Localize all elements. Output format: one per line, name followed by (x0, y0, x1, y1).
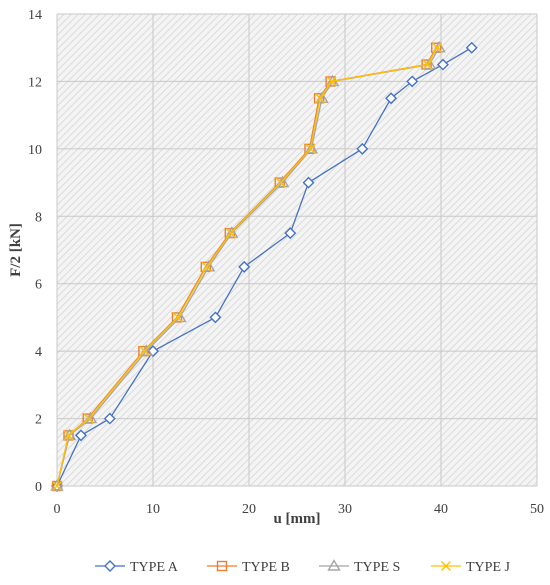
legend-label: TYPE S (354, 560, 400, 575)
x-tick-label: 30 (338, 502, 352, 517)
data-point-type-j (172, 312, 183, 323)
y-tick-label: 4 (35, 345, 42, 360)
x-tick-label: 0 (54, 502, 61, 517)
x-tick-label: 50 (530, 502, 544, 517)
data-point-type-a (302, 176, 315, 189)
legend-marker-type-s (327, 559, 341, 571)
data-point-type-j (422, 59, 433, 70)
series-type-j (52, 42, 443, 491)
legend-item-type-b: TYPE B (207, 560, 290, 575)
axis-ticks: 0 2 4 6 8 10 12 14 0 10 20 30 40 50 (28, 8, 544, 517)
data-point-type-j (139, 346, 150, 357)
series-group (50, 40, 478, 492)
data-point-type-j (305, 143, 316, 154)
data-point-type-a (284, 227, 297, 240)
data-point-type-s (225, 226, 239, 238)
data-point-type-j (83, 413, 94, 424)
y-tick-label: 6 (35, 278, 42, 293)
data-point-type-j (52, 481, 62, 491)
legend: TYPE A TYPE B TYPE S TYPE J (95, 559, 511, 575)
x-tick-label: 10 (146, 502, 160, 517)
y-tick-label: 12 (28, 75, 42, 90)
legend-marker-type-j (441, 561, 451, 571)
x-tick-label: 40 (434, 502, 448, 517)
data-point-type-s (62, 428, 77, 441)
data-point-type-j (201, 261, 212, 272)
data-point-type-s (50, 479, 64, 491)
data-point-type-j (275, 177, 286, 188)
data-point-type-a (238, 260, 251, 273)
data-point-type-j (63, 430, 74, 441)
y-tick-label: 10 (28, 143, 42, 158)
y-tick-label: 2 (35, 413, 42, 428)
legend-marker-type-a (104, 560, 116, 572)
data-point-type-j (432, 42, 443, 53)
plot-area (57, 14, 537, 486)
data-point-type-a (385, 92, 398, 105)
x-tick-label: 20 (242, 502, 256, 517)
data-point-type-j (326, 76, 337, 87)
data-point-type-a (103, 412, 116, 425)
y-axis-title: F/2 [kN] (8, 223, 24, 277)
legend-item-type-s: TYPE S (319, 559, 400, 575)
y-tick-label: 8 (35, 210, 42, 225)
data-point-type-j (225, 228, 236, 239)
legend-label: TYPE B (242, 560, 290, 575)
data-point-type-s (304, 141, 319, 154)
y-tick-label: 14 (28, 8, 42, 23)
data-point-type-j (315, 93, 326, 104)
x-axis-title: u [mm] (273, 511, 320, 527)
data-point-type-a (356, 142, 369, 155)
data-point-type-a (209, 311, 222, 324)
data-point-type-a (406, 75, 419, 88)
legend-item-type-a: TYPE A (95, 560, 179, 575)
data-point-type-a (465, 41, 478, 54)
legend-label: TYPE A (130, 560, 179, 575)
data-point-type-a (75, 429, 87, 442)
legend-marker-type-b (216, 560, 228, 572)
legend-item-type-j: TYPE J (431, 560, 511, 575)
legend-label: TYPE J (466, 560, 511, 575)
data-point-type-a (436, 58, 449, 71)
y-tick-label: 0 (35, 480, 42, 495)
